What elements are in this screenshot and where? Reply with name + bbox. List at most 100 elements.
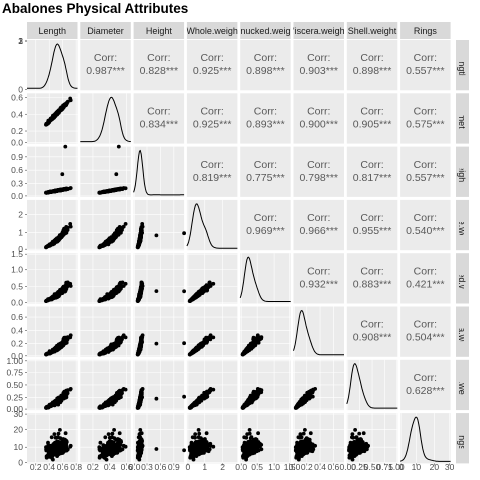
- panel-5-4: [240, 306, 291, 357]
- panel-3-0: [27, 199, 78, 251]
- scatter-point: [68, 186, 73, 190]
- scatter-point: [49, 350, 54, 354]
- scatter-point: [139, 280, 144, 285]
- scatter-point: [44, 121, 49, 126]
- scatter-point: [154, 396, 159, 401]
- scatter-point: [44, 190, 49, 195]
- scatter-point: [44, 245, 49, 250]
- panel-6-3: [186, 359, 238, 411]
- scatter-point: [107, 292, 111, 297]
- panel-background: [186, 93, 238, 144]
- panel-background: [186, 40, 238, 91]
- scatter-point: [65, 225, 70, 230]
- scatter-point: [137, 400, 142, 404]
- scatter-point: [154, 341, 159, 346]
- scatter-point: [120, 225, 125, 230]
- panel-background: [133, 40, 185, 91]
- density-curve: [27, 43, 78, 89]
- panel-3-3: [186, 199, 238, 251]
- panel-4-4: [239, 253, 291, 304]
- panel-background: [80, 40, 131, 91]
- scatter-point: [194, 292, 199, 297]
- scatter-point: [58, 234, 62, 238]
- scatter-point: [139, 335, 144, 339]
- panel-background: [346, 146, 398, 197]
- panel-0-4: [240, 40, 291, 91]
- scatter-point: [254, 341, 258, 345]
- scatter-point: [60, 395, 65, 400]
- scatter-point: [154, 289, 159, 293]
- panel-3-1: [80, 199, 131, 251]
- scatter-point: [58, 343, 62, 348]
- panel-6-0: [27, 359, 78, 411]
- panel-0-0: [27, 40, 78, 91]
- scatter-point: [60, 231, 65, 236]
- scatter-point: [65, 335, 70, 339]
- panel-0-6: [346, 40, 398, 91]
- scatter-point: [65, 388, 70, 392]
- panel-background: [293, 306, 344, 357]
- panel-2-5: [293, 146, 344, 197]
- scatter-point: [49, 296, 54, 300]
- scatter-point: [111, 234, 116, 238]
- scatter-point: [47, 120, 52, 125]
- scatter-point: [182, 394, 187, 399]
- scatter-point: [120, 280, 125, 285]
- scatter-point: [60, 341, 65, 345]
- scatter-point: [120, 388, 125, 392]
- scatter-point: [98, 298, 102, 303]
- scatter-point: [98, 190, 102, 195]
- scatter-point: [60, 105, 65, 110]
- panel-0-7: [400, 40, 451, 91]
- scatter-point: [114, 285, 119, 290]
- panel-3-2: [133, 199, 187, 251]
- panel-background: [240, 146, 291, 197]
- panel-2-2: [133, 146, 185, 197]
- scatter-point: [182, 341, 187, 346]
- density-curve: [80, 96, 131, 143]
- scatter-point: [207, 280, 212, 285]
- scatter-point: [201, 341, 206, 345]
- scatter-point: [139, 225, 144, 230]
- scatter-point: [207, 335, 212, 339]
- scatter-point: [60, 187, 65, 192]
- panel-background: [293, 93, 344, 144]
- scatter-point: [116, 144, 121, 149]
- scatter-point: [154, 233, 159, 238]
- scatter-point: [135, 298, 140, 303]
- scatter-point: [44, 352, 49, 357]
- scatter-point: [259, 335, 264, 339]
- scatter-point: [188, 298, 192, 303]
- scatter-point: [53, 346, 58, 351]
- scatter-point: [65, 280, 70, 285]
- panel-background: [186, 146, 238, 197]
- scatter-point: [123, 222, 128, 226]
- scatter-point: [138, 231, 143, 236]
- scatter-point: [107, 346, 111, 351]
- panel-6-2: [133, 359, 187, 411]
- scatter-point: [53, 400, 58, 404]
- panel-1-4: [240, 93, 291, 144]
- scatter-point: [44, 406, 49, 410]
- scatter-point: [53, 113, 58, 117]
- scatter-point: [53, 188, 58, 193]
- scatter-point: [98, 406, 102, 410]
- scatter-point: [137, 238, 142, 243]
- scatter-point: [182, 231, 187, 236]
- scatter-point: [107, 238, 111, 243]
- panel-4-0: [27, 253, 78, 304]
- scatter-point: [111, 343, 116, 348]
- scatter-point: [137, 346, 142, 351]
- scatter-point: [241, 352, 245, 357]
- scatter-point: [65, 187, 70, 192]
- scatter-point: [53, 238, 58, 243]
- panel-2-3: [186, 146, 238, 197]
- scatter-point: [68, 224, 73, 229]
- scatter-point: [104, 350, 108, 354]
- panel-0-5: [293, 40, 344, 91]
- scatter-point: [68, 98, 73, 103]
- panel-background: [400, 40, 451, 91]
- panel-1-2: [133, 93, 185, 144]
- scatter-point: [107, 188, 111, 193]
